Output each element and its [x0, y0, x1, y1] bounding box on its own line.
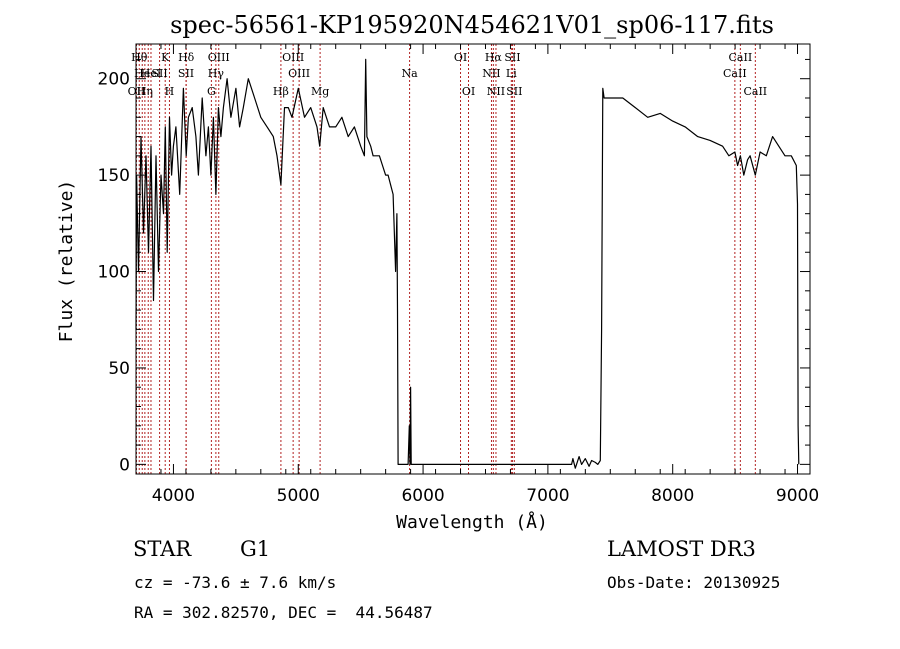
line-marker-label: SII — [506, 85, 522, 98]
line-marker-label: OI — [462, 85, 475, 98]
line-marker-label: SII — [178, 67, 194, 80]
line-marker-label: Hα — [485, 51, 503, 64]
x-tick-label: 6000 — [401, 486, 444, 506]
line-marker-label: H — [165, 85, 175, 98]
line-marker-label: CaII — [723, 67, 747, 80]
object-subclass: G1 — [240, 537, 271, 561]
line-marker-label: Hβ — [273, 85, 289, 98]
x-axis-label: Wavelength (Å) — [396, 511, 548, 533]
line-marker-label: HeI — [141, 67, 161, 80]
x-tick-label: 8000 — [651, 486, 694, 506]
y-tick-label: 50 — [108, 359, 130, 379]
spectral-line-markers — [135, 44, 756, 474]
line-marker-label: SII — [151, 67, 167, 80]
y-tick-label: 150 — [98, 166, 130, 186]
spectral-line-labels: OIIHθHeHηHeISIIKHHδSIIGHγOIIIHβOIIIOIIIM… — [128, 51, 768, 98]
object-class: STAR — [133, 537, 192, 561]
survey-name: LAMOST DR3 — [607, 537, 756, 561]
line-marker-label: Na — [402, 67, 419, 80]
y-axis: 0 50 100 150 200 — [98, 58, 810, 475]
line-marker-label: OI — [454, 51, 467, 64]
line-marker-label: OIII — [208, 51, 230, 64]
line-marker-label: Hθ — [131, 51, 148, 64]
line-marker-label: NII — [482, 67, 500, 80]
line-marker-label: Hγ — [208, 67, 225, 80]
line-marker-label: Mg — [311, 85, 329, 98]
x-tick-label: 4000 — [152, 486, 195, 506]
y-tick-label: 100 — [98, 263, 130, 283]
chart-title: spec-56561-KP195920N454621V01_sp06-117.f… — [170, 11, 774, 39]
line-marker-label: He — [134, 67, 150, 80]
y-axis-label: Flux (relative) — [56, 180, 77, 343]
line-marker-label: OIII — [288, 67, 310, 80]
line-marker-label: NII — [487, 85, 505, 98]
line-marker-label: CaII — [743, 85, 767, 98]
spectrum-series — [135, 58, 800, 469]
x-tick-label: 7000 — [526, 486, 569, 506]
line-marker-label: Hη — [137, 85, 153, 98]
coordinates-text: RA = 302.82570, DEC = 44.56487 — [134, 603, 433, 622]
x-tick-label: 9000 — [776, 486, 819, 506]
x-tick-label: 5000 — [277, 486, 320, 506]
plot-frame — [135, 43, 811, 475]
y-tick-label: 0 — [119, 455, 130, 475]
redshift-text: cz = -73.6 ± 7.6 km/s — [134, 573, 337, 592]
line-marker-label: Li — [506, 67, 517, 80]
line-marker-label: CaII — [729, 51, 753, 64]
line-marker-label: G — [207, 85, 216, 98]
x-axis: 4000 5000 6000 7000 8000 9000 — [135, 44, 819, 506]
obs-date-text: Obs-Date: 20130925 — [607, 573, 781, 592]
line-marker-label: OIII — [282, 51, 304, 64]
y-tick-label: 200 — [98, 70, 130, 90]
line-marker-label: Hδ — [178, 51, 195, 64]
series-line-flux — [135, 58, 800, 469]
line-marker-label: K — [161, 51, 170, 64]
line-marker-label: SII — [504, 51, 520, 64]
